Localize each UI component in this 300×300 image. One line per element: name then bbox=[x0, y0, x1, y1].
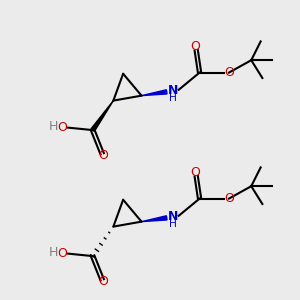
Polygon shape bbox=[142, 216, 167, 222]
Text: O: O bbox=[190, 40, 200, 53]
Text: H: H bbox=[48, 121, 58, 134]
Polygon shape bbox=[142, 90, 167, 96]
Text: O: O bbox=[224, 66, 234, 79]
Text: O: O bbox=[190, 166, 200, 179]
Text: H: H bbox=[48, 247, 58, 260]
Text: O: O bbox=[99, 275, 109, 288]
Text: O: O bbox=[57, 121, 67, 134]
Text: H: H bbox=[169, 94, 177, 103]
Text: O: O bbox=[57, 247, 67, 260]
Text: H: H bbox=[169, 220, 177, 230]
Polygon shape bbox=[91, 100, 113, 131]
Text: N: N bbox=[168, 210, 178, 223]
Text: O: O bbox=[99, 149, 109, 162]
Text: N: N bbox=[168, 84, 178, 97]
Text: O: O bbox=[224, 192, 234, 205]
